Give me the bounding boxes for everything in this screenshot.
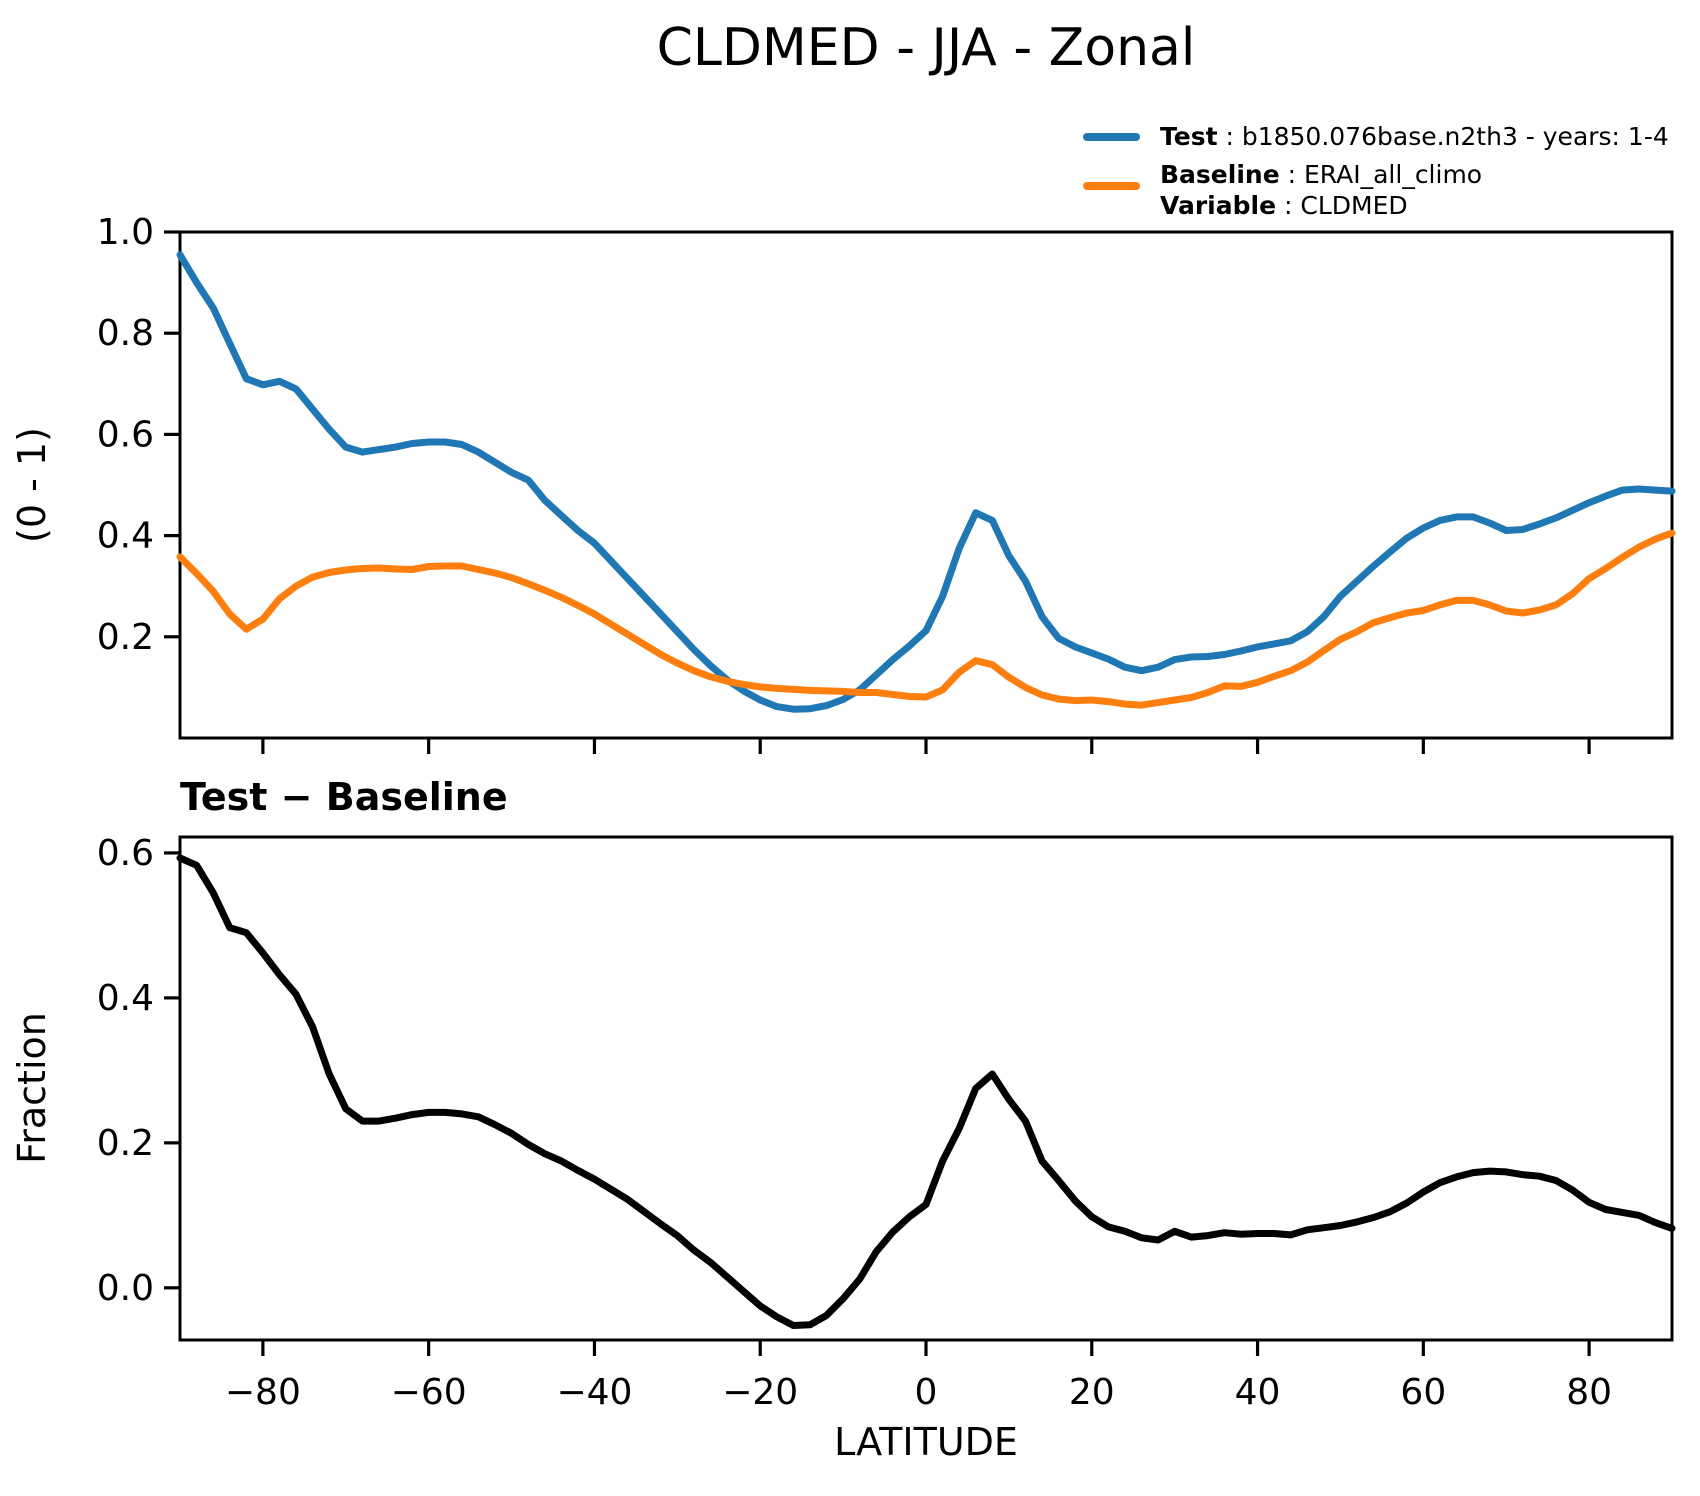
x-tick-label: −60 bbox=[391, 1372, 467, 1413]
x-tick-label: −80 bbox=[225, 1372, 301, 1413]
x-axis-label: LATITUDE bbox=[834, 1420, 1018, 1464]
x-tick-label: −20 bbox=[722, 1372, 798, 1413]
y-tick-label-bottom: 0.0 bbox=[97, 1268, 154, 1309]
x-tick-label: 20 bbox=[1069, 1372, 1115, 1413]
y-tick-label-bottom: 0.2 bbox=[97, 1123, 154, 1164]
figure-title: CLDMED - JJA - Zonal bbox=[656, 18, 1196, 78]
y-tick-label-bottom: 0.6 bbox=[97, 833, 154, 874]
curve-test bbox=[176, 251, 1676, 713]
curve-test-baseline bbox=[176, 854, 1676, 1329]
x-tick-label: 80 bbox=[1566, 1372, 1612, 1413]
y-tick-label-top: 0.8 bbox=[97, 313, 154, 354]
x-tick-label: 60 bbox=[1400, 1372, 1446, 1413]
x-tick-label: −40 bbox=[556, 1372, 632, 1413]
bottom-y-axis-label: Fraction bbox=[10, 1012, 54, 1164]
x-tick-label: 0 bbox=[915, 1372, 938, 1413]
curve-baseline bbox=[176, 529, 1676, 709]
plot-box-top bbox=[178, 230, 1674, 740]
y-tick-label-top: 1.0 bbox=[97, 212, 154, 253]
y-tick-label-top: 0.6 bbox=[97, 414, 154, 455]
y-tick-label-bottom: 0.4 bbox=[97, 978, 154, 1019]
difference-panel-title: Test − Baseline bbox=[180, 775, 508, 819]
plot-box-bottom bbox=[178, 835, 1674, 1342]
y-tick-label-top: 0.2 bbox=[97, 617, 154, 658]
top-y-axis-label: (0 - 1) bbox=[10, 427, 54, 543]
x-tick-label: 40 bbox=[1235, 1372, 1281, 1413]
y-tick-label-top: 0.4 bbox=[97, 516, 154, 557]
